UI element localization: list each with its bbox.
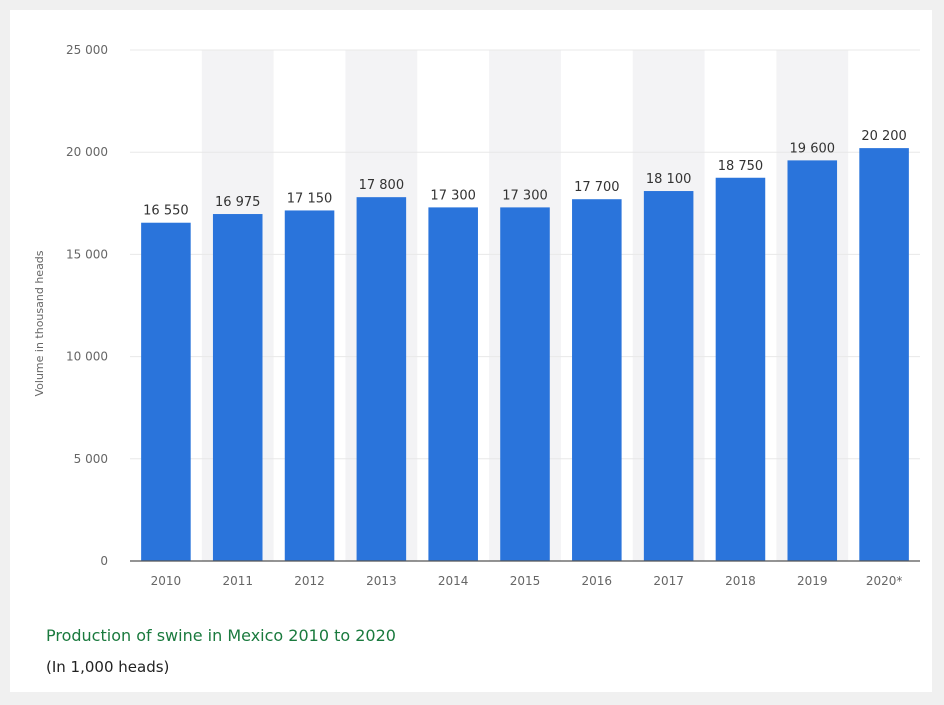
x-tick-label: 2012 [294, 574, 325, 588]
value-label: 17 700 [574, 180, 620, 195]
bars [141, 148, 909, 562]
y-tick-label: 25 000 [66, 43, 108, 57]
bar [212, 214, 263, 561]
x-axis-ticks: 2010 2011 2012 2013 2014 2015 2016 2017 2018 2019… [151, 574, 903, 588]
y-tick-label: 15 000 [66, 247, 108, 261]
bar [715, 177, 766, 561]
value-label: 16 975 [215, 195, 261, 210]
y-tick-label: 10 000 [66, 350, 108, 364]
value-label: 17 300 [430, 188, 476, 203]
x-tick-label: 2015 [510, 574, 541, 588]
x-tick-label: 2020* [866, 574, 903, 588]
bar [572, 199, 622, 561]
chart-card: 0 5 000 10 000 15 000 20 000 25 000 Volume in… [10, 10, 932, 692]
y-axis-ticks: 0 5 000 10 000 15 000 20 000 25 000 [66, 43, 108, 568]
chart-caption-subtitle: (In 1,000 heads) [46, 658, 170, 676]
bar [787, 160, 838, 561]
x-tick-label: 2010 [151, 574, 182, 588]
x-tick-label: 2019 [797, 574, 828, 588]
value-label: 17 150 [287, 191, 333, 206]
y-tick-label: 20 000 [66, 145, 108, 159]
value-labels: 16 550 16 975 17 150 17 800 17 300 17 300 17 7… [143, 129, 907, 219]
bar [284, 210, 335, 562]
value-label: 16 550 [143, 204, 189, 219]
y-tick-label: 0 [100, 554, 108, 568]
x-tick-label: 2014 [438, 574, 469, 588]
value-label: 18 100 [646, 172, 692, 187]
x-tick-label: 2013 [366, 574, 397, 588]
bar [643, 191, 694, 561]
chart-caption-title[interactable]: Production of swine in Mexico 2010 to 20… [46, 626, 396, 645]
x-tick-label: 2018 [725, 574, 756, 588]
value-label: 17 300 [502, 188, 548, 203]
y-axis-label: Volume in thousand heads [33, 250, 46, 396]
y-tick-label: 5 000 [74, 452, 108, 466]
bar [428, 207, 478, 561]
value-label: 20 200 [861, 129, 907, 144]
bar [859, 148, 909, 561]
bar-chart: 0 5 000 10 000 15 000 20 000 25 000 Volume in… [33, 43, 920, 588]
x-tick-label: 2016 [582, 574, 613, 588]
x-tick-label: 2017 [653, 574, 684, 588]
bar [500, 207, 550, 561]
value-label: 19 600 [790, 141, 836, 156]
bar [141, 222, 191, 561]
value-label: 17 800 [359, 178, 405, 193]
value-label: 18 750 [718, 159, 764, 174]
bar [356, 197, 407, 561]
x-tick-label: 2011 [222, 574, 253, 588]
